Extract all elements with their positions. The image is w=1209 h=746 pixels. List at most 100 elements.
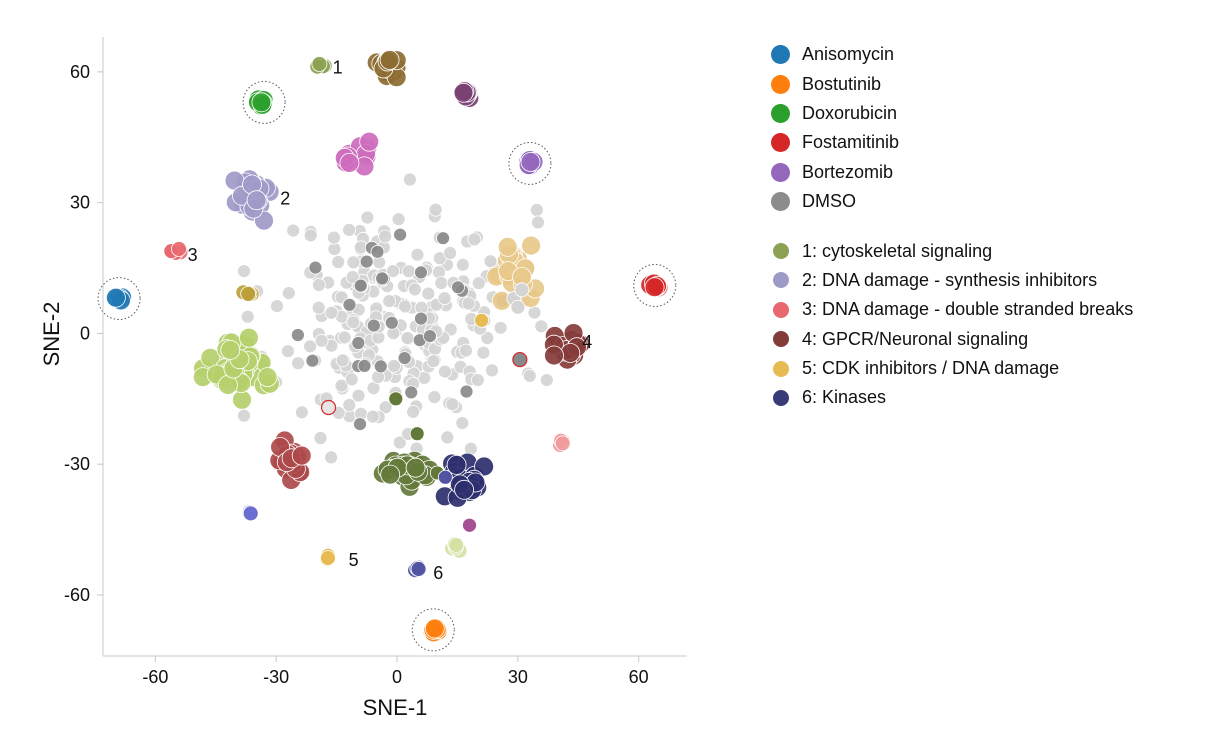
data-point [342, 398, 357, 412]
data-point [459, 384, 474, 399]
legend-swatch [771, 192, 790, 212]
legend-label: Fostamitinib [802, 132, 900, 153]
y-axis-title: SNE-2 [39, 302, 64, 367]
data-point [378, 400, 393, 415]
legend-label: Bortezomib [802, 161, 894, 182]
x-tick-label: -30 [263, 667, 289, 687]
x-tick-label: 30 [508, 667, 528, 687]
data-point [324, 450, 339, 465]
data-point [527, 305, 542, 320]
data-point [531, 215, 545, 230]
data-point [437, 291, 452, 306]
data-point [378, 229, 393, 244]
data-point [373, 359, 388, 374]
outlined-data-point [320, 399, 337, 416]
data-point [353, 417, 367, 432]
legend-swatch [773, 331, 789, 348]
legend-swatch [773, 272, 789, 289]
outlined-data-point [512, 351, 528, 368]
data-point [311, 56, 328, 72]
data-point [380, 464, 401, 485]
legend-swatch [771, 45, 790, 65]
data-point [106, 287, 126, 308]
legend-label: 5: CDK inhibitors / DNA damage [802, 358, 1060, 379]
data-point [342, 222, 357, 237]
data-point [529, 203, 544, 217]
data-point [461, 296, 476, 311]
legend-item: Doxorubicin [770, 99, 1133, 128]
data-point [308, 260, 323, 275]
data-point [238, 327, 259, 348]
legend-moa-groups: 1: cytoskeletal signaling 2: DNA damage -… [770, 236, 1133, 412]
data-point [400, 331, 415, 345]
x-tick-label: 60 [629, 667, 649, 687]
legend-swatch [773, 389, 789, 406]
data-point [375, 271, 390, 286]
data-point [467, 232, 482, 247]
data-point [409, 426, 425, 442]
data-point [485, 363, 499, 378]
data-point [388, 391, 404, 407]
data-point [436, 231, 451, 246]
data-point [286, 223, 301, 238]
data-point [342, 297, 357, 312]
data-point [414, 311, 428, 326]
data-point [445, 397, 460, 412]
legend-swatch [771, 133, 790, 153]
data-point [410, 247, 425, 262]
data-point [480, 331, 495, 345]
data-point [448, 537, 465, 553]
legend-item: 3: DNA damage - double stranded breaks [770, 295, 1133, 324]
y-tick-label: -60 [64, 585, 90, 605]
data-point [337, 330, 352, 345]
axes: -60 -30 0 30 60 60 30 0 -30 -60 SNE-1 SNE-2 [39, 37, 687, 720]
data-point [331, 255, 346, 269]
data-point [339, 152, 360, 173]
data-point [414, 265, 428, 280]
data-point [422, 329, 437, 344]
data-point [220, 339, 241, 360]
data-point [426, 354, 441, 369]
data-point [453, 82, 474, 103]
highlight-rings [97, 80, 677, 652]
y-tick-label: 0 [80, 323, 90, 343]
data-point [437, 364, 452, 379]
data-point [493, 320, 508, 335]
data-point [427, 390, 442, 405]
x-tick-label: -60 [142, 667, 168, 687]
highlight-ring [508, 141, 552, 185]
highlight-ring [242, 80, 286, 124]
x-ticks: -60 -30 0 30 60 [142, 656, 649, 687]
data-point [359, 254, 374, 269]
y-tick-label: 60 [70, 62, 90, 82]
data-point [240, 309, 255, 324]
data-point [365, 409, 380, 424]
legend-item: DMSO [770, 187, 1133, 216]
data-point [345, 270, 360, 284]
data-point [401, 264, 416, 279]
data-point [379, 50, 400, 70]
data-point [407, 282, 422, 297]
data-point [455, 416, 470, 431]
data-point [446, 454, 467, 475]
legend-label: Bostutinib [802, 73, 882, 94]
data-point [410, 561, 427, 577]
data-point [281, 286, 296, 301]
data-point [353, 278, 368, 293]
data-point [402, 172, 417, 187]
data-point [324, 305, 339, 320]
highlight-ring [97, 277, 141, 321]
data-point [560, 343, 581, 363]
legend-label: 4: GPCR/Neuronal signaling [802, 328, 1029, 349]
data-point [237, 408, 251, 423]
data-point [232, 389, 252, 410]
data-point [382, 294, 397, 309]
data-point [443, 246, 458, 260]
data-point [483, 254, 498, 269]
data-point [335, 353, 350, 368]
legend-swatch [771, 103, 790, 123]
data-point [294, 405, 309, 420]
data-point [428, 202, 443, 217]
cluster-label: 4 [582, 332, 592, 352]
data-point [237, 264, 251, 279]
